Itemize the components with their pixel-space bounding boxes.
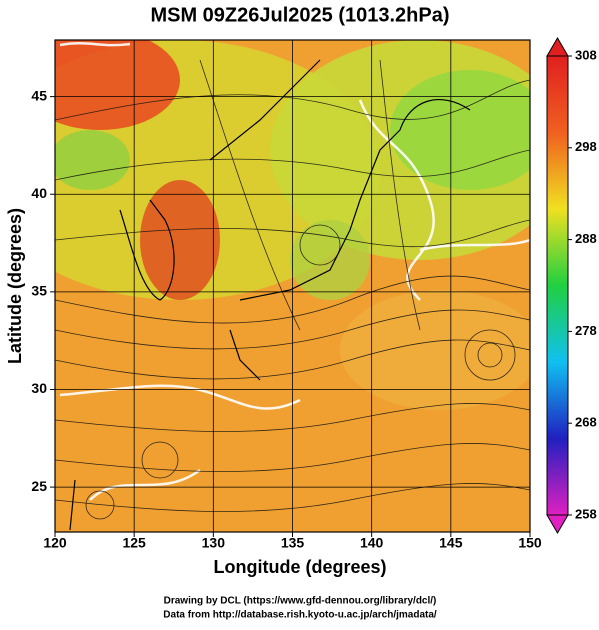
x-tick-label: 130 (202, 535, 226, 551)
y-tick-label: 35 (31, 283, 47, 299)
colorbar-extend (546, 514, 569, 534)
map-field (55, 40, 530, 532)
y-tick-label: 45 (31, 87, 47, 103)
colorbar-body (546, 55, 569, 516)
y-tick-label: 25 (31, 478, 47, 494)
colorbar-tick-label: 288 (575, 231, 597, 246)
colorbar-tick-label: 308 (575, 47, 597, 62)
footer: Drawing by DCL (https://www.gfd-dennou.o… (164, 596, 437, 607)
x-tick-label: 135 (281, 535, 305, 551)
plot-frame (54, 39, 531, 533)
colorbar-extend (546, 37, 569, 57)
y-tick-label: 40 (31, 185, 47, 201)
colorbar-tick-label: 258 (575, 506, 597, 521)
x-tick-label: 140 (360, 535, 384, 551)
colorbar-tick-label: 268 (575, 415, 597, 430)
colorbar-tick-label: 278 (575, 323, 597, 338)
x-tick-label: 145 (439, 535, 463, 551)
x-tick-label: 125 (122, 535, 146, 551)
colorbar-tick-label: 298 (575, 139, 597, 154)
x-axis-label: Longitude (degrees) (213, 557, 386, 577)
title: MSM 09Z26Jul2025 (1013.2hPa) (150, 4, 449, 26)
x-tick-label: 150 (518, 535, 542, 551)
y-tick-label: 30 (31, 380, 47, 396)
y-axis-label: Latitude (degrees) (5, 208, 25, 364)
footer: Data from http://database.rish.kyoto-u.a… (163, 610, 437, 621)
x-tick-label: 120 (43, 535, 67, 551)
colorbar: 258 268 278 288 298 308 (546, 37, 597, 534)
